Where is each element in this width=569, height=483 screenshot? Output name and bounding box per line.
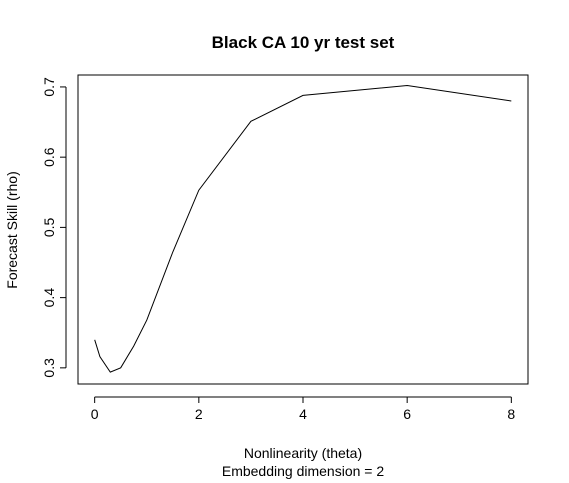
x-axis-label: Nonlinearity (theta) [244,445,362,461]
y-axis: 0.3 0.4 0.5 0.6 0.7 [41,77,67,378]
y-axis-label: Forecast Skill (rho) [4,171,20,288]
plot-box [77,74,529,385]
y-tick-label: 0.4 [41,288,57,308]
x-tick-label: 2 [195,406,203,422]
x-tick-label: 8 [507,406,515,422]
chart-subtitle: Embedding dimension = 2 [222,463,384,479]
x-tick-label: 6 [403,406,411,422]
x-axis: 0 2 4 6 8 [91,396,515,422]
y-tick-label: 0.5 [41,217,57,237]
series-line [94,84,512,373]
chart-title: Black CA 10 yr test set [212,33,395,52]
x-tick-label: 0 [91,406,99,422]
y-tick-label: 0.6 [41,147,57,167]
x-tick-label: 4 [299,406,307,422]
y-tick-label: 0.3 [41,358,57,378]
y-tick-label: 0.7 [41,77,57,97]
